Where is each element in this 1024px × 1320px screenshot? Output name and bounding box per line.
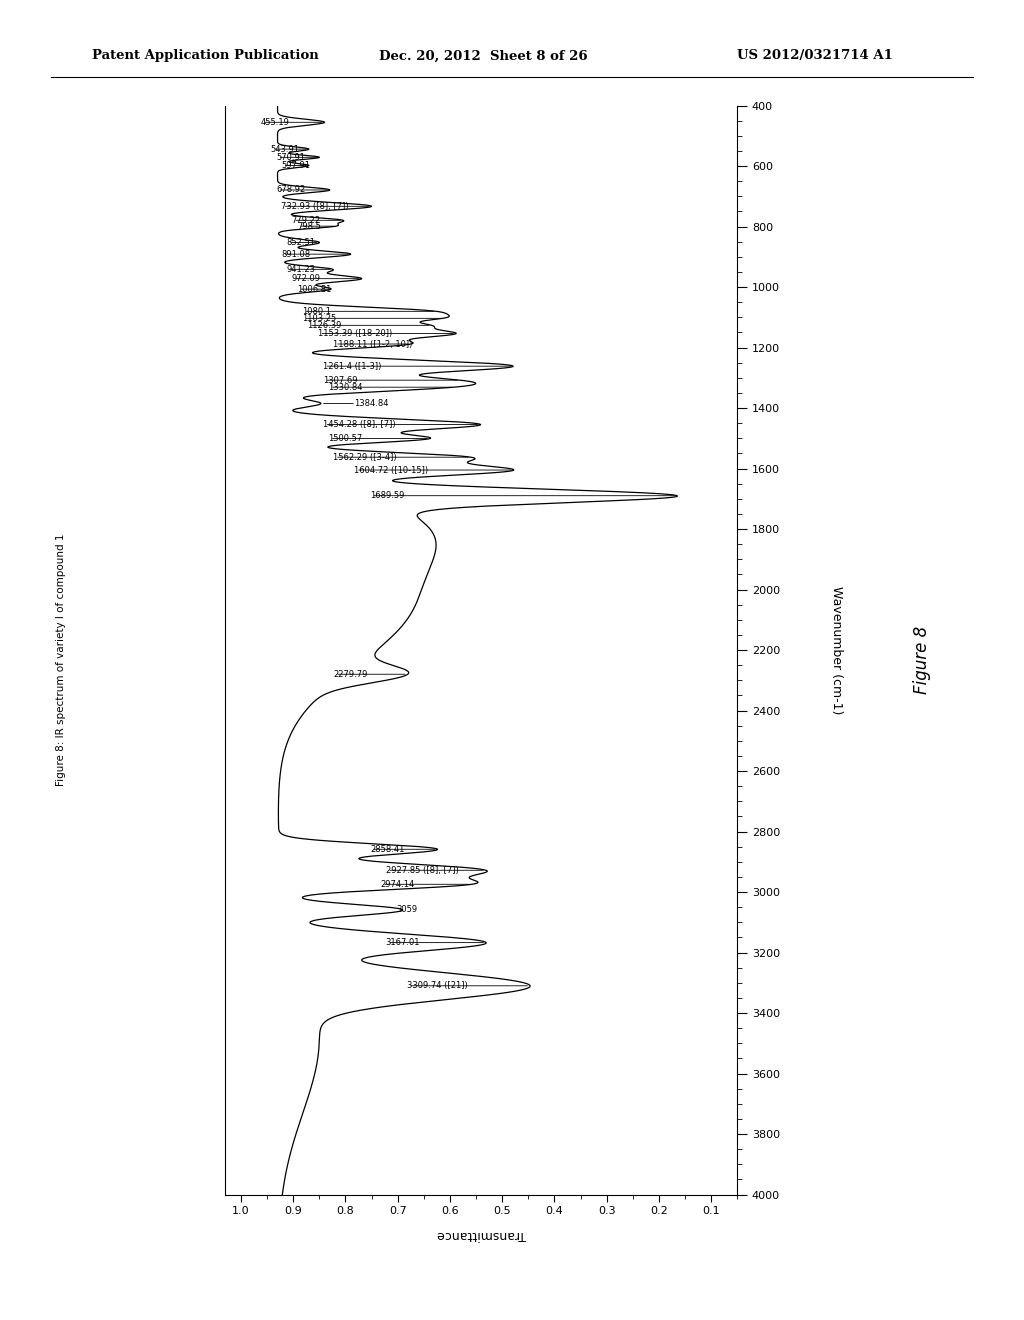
Text: 1604.72 ([10-15]): 1604.72 ([10-15]) (354, 466, 428, 474)
Text: 3167.01: 3167.01 (386, 939, 420, 948)
Text: 2927.85 ([8], [7]): 2927.85 ([8], [7]) (386, 866, 459, 875)
Text: 1307.69: 1307.69 (323, 376, 357, 384)
Text: 3059: 3059 (396, 906, 417, 915)
Text: 678.92: 678.92 (275, 186, 305, 194)
Text: 543.91: 543.91 (270, 145, 300, 153)
Text: 1261.4 ([1-3]): 1261.4 ([1-3]) (323, 362, 381, 371)
Text: 1562.29 ([3-4]): 1562.29 ([3-4]) (334, 453, 397, 462)
Text: 1689.59: 1689.59 (370, 491, 404, 500)
Text: 779.22: 779.22 (292, 215, 321, 224)
Text: 3309.74 ([21]): 3309.74 ([21]) (407, 981, 467, 990)
Text: 2974.14: 2974.14 (381, 879, 415, 888)
Text: 1384.84: 1384.84 (354, 399, 389, 408)
Text: Patent Application Publication: Patent Application Publication (92, 49, 318, 62)
Y-axis label: Wavenumber (cm-1): Wavenumber (cm-1) (829, 586, 843, 714)
Text: Figure 8: Figure 8 (912, 626, 931, 694)
Text: 1330.84: 1330.84 (329, 383, 362, 392)
X-axis label: Transmittance: Transmittance (437, 1228, 525, 1241)
Text: 1454.28 ([8], [7]): 1454.28 ([8], [7]) (323, 420, 395, 429)
Text: 732.93 ([8], [7]): 732.93 ([8], [7]) (282, 202, 349, 211)
Text: 1006.81: 1006.81 (297, 285, 331, 293)
Text: 1103.25: 1103.25 (302, 314, 336, 323)
Text: US 2012/0321714 A1: US 2012/0321714 A1 (737, 49, 893, 62)
Text: Figure 8: IR spectrum of variety I of compound 1: Figure 8: IR spectrum of variety I of co… (56, 533, 67, 787)
Text: 798.5: 798.5 (297, 222, 321, 231)
Text: 2279.79: 2279.79 (334, 669, 368, 678)
Text: 1080.1: 1080.1 (302, 306, 331, 315)
Text: 570.91: 570.91 (275, 153, 305, 162)
Text: 2858.41: 2858.41 (370, 845, 404, 854)
Text: 1500.57: 1500.57 (329, 434, 362, 444)
Text: Dec. 20, 2012  Sheet 8 of 26: Dec. 20, 2012 Sheet 8 of 26 (379, 49, 588, 62)
Text: 941.23: 941.23 (287, 265, 315, 273)
Text: 597.91: 597.91 (282, 161, 310, 170)
Text: 852.51: 852.51 (287, 238, 315, 247)
Text: 1188.11 ([1-2, 10]): 1188.11 ([1-2, 10]) (334, 339, 413, 348)
Text: 891.08: 891.08 (282, 249, 310, 259)
Text: 455.19: 455.19 (260, 117, 289, 127)
Text: 1153.39 ([18-20]): 1153.39 ([18-20]) (317, 329, 392, 338)
Text: 972.09: 972.09 (292, 275, 321, 284)
Text: 1126.39: 1126.39 (307, 321, 342, 330)
